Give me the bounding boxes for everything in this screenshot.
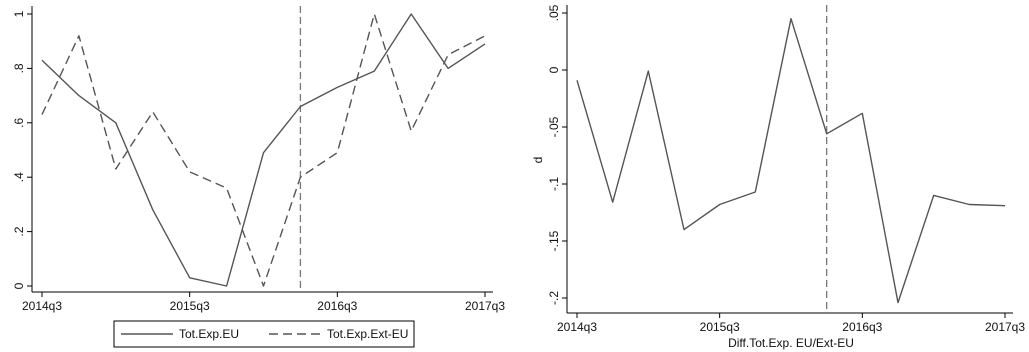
y-tick-label: -.1 [547,177,561,191]
right-chart: -.2 -.15 -.1 -.05 0 .05 2014q3 2015q3 2016q3 2017… [531,4,1025,350]
y-tick-label: .05 [547,4,561,21]
y-tick-label: 0 [547,66,561,73]
y-tick-label: 1 [12,10,26,17]
y-tick-label: .4 [12,172,26,182]
y-tick-label: .2 [12,226,26,236]
series-line [41,13,486,287]
series-line [576,18,1006,304]
y-tick-label: .8 [12,63,26,73]
y-tick-label: -.2 [547,291,561,305]
y-axis-title: d [531,157,545,164]
y-tick-label: -.15 [547,230,561,251]
x-tick-label: 2014q3 [22,299,62,313]
legend-label: Tot.Exp.EU [179,327,239,341]
x-tick-label: 2015q3 [700,320,740,334]
legend: Tot.Exp.EU Tot.Exp.Ext-EU [113,320,415,348]
x-tick-label: 2015q3 [170,299,210,313]
left-chart: 0 .2 .4 .6 .8 1 2014q3 2015q3 2016q3 2017q3 Tot.Ex… [12,6,505,348]
legend-label: Tot.Exp.Ext-EU [327,327,408,341]
y-tick-label: 0 [12,282,26,289]
x-tick-label: 2016q3 [317,299,357,313]
x-tick-label: 2017q3 [465,299,505,313]
y-tick-label: .6 [12,117,26,127]
y-tick-label: -.05 [547,116,561,137]
x-tick-label: 2017q3 [985,320,1025,334]
x-tick-label: 2014q3 [557,320,597,334]
series-line [41,13,486,287]
x-axis-title: Diff.Tot.Exp. EU/Ext-EU [728,336,854,350]
x-tick-label: 2016q3 [842,320,882,334]
